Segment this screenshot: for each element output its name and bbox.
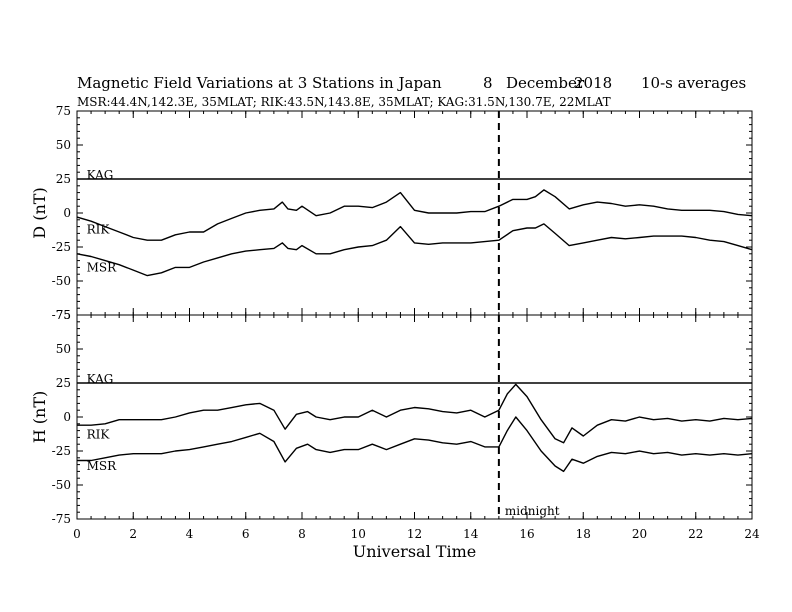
x-tick-label: 6 <box>242 527 250 541</box>
series-line-rik <box>76 189 753 241</box>
x-tick-label: 20 <box>632 527 647 541</box>
date-year: 2018 <box>574 74 612 92</box>
x-tick-label: 18 <box>576 527 591 541</box>
series-label-msr: MSR <box>87 260 118 274</box>
series-line-rik <box>77 383 753 444</box>
midnight-label: midnight <box>505 504 560 518</box>
y-axis-label: D (nT) <box>30 187 49 238</box>
y-tick-label: 25 <box>56 172 71 186</box>
plot-frame <box>76 110 753 316</box>
series-label-rik: RIK <box>87 428 111 442</box>
x-tick-label: 10 <box>351 527 366 541</box>
x-tick-label: 8 <box>298 527 306 541</box>
x-tick-label: 4 <box>186 527 194 541</box>
y-tick-label: 75 <box>56 104 71 118</box>
x-axis-label: Universal Time <box>353 542 476 561</box>
chart-title: Magnetic Field Variations at 3 Stations … <box>77 74 442 92</box>
series-line-msr <box>77 416 753 473</box>
x-tick-label: 24 <box>744 527 760 541</box>
series-label-kag: KAG <box>87 168 114 182</box>
stations-line: MSR:44.4N,142.3E, 35MLAT; RIK:43.5N,143.… <box>77 95 611 109</box>
series-label-rik: RIK <box>87 222 111 236</box>
x-tick-label: 22 <box>688 527 703 541</box>
y-tick-label: -50 <box>52 274 71 288</box>
y-tick-label: -75 <box>52 512 71 526</box>
x-tick-label: 0 <box>73 527 81 541</box>
plot-frame <box>76 314 753 520</box>
y-tick-label: -25 <box>52 240 71 254</box>
x-tick-label: 14 <box>463 527 479 541</box>
y-tick-label: -75 <box>52 308 71 322</box>
y-tick-label: 25 <box>56 376 71 390</box>
series-label-msr: MSR <box>87 459 118 473</box>
date-day: 8 <box>483 74 493 92</box>
x-tick-label: 16 <box>519 527 534 541</box>
y-tick-label: 0 <box>63 206 71 220</box>
y-tick-label: 50 <box>56 138 71 152</box>
x-tick-label: 2 <box>129 527 137 541</box>
d-component-panel: 75 50 25 0 -25 -50 -75 D (nT) KAG RIK MSR <box>30 104 753 322</box>
y-tick-label: 50 <box>56 342 71 356</box>
y-tick-label: 75 <box>56 308 71 322</box>
date-month: December <box>506 74 585 92</box>
y-axis-label: H (nT) <box>30 391 49 444</box>
averaging-label: 10-s averages <box>641 74 746 92</box>
y-tick-label: 0 <box>63 410 71 424</box>
y-tick-label: -50 <box>52 478 71 492</box>
series-label-kag: KAG <box>87 372 114 386</box>
series-line-msr <box>76 223 753 277</box>
x-tick-label: 12 <box>407 527 422 541</box>
y-tick-label: -25 <box>52 444 71 458</box>
